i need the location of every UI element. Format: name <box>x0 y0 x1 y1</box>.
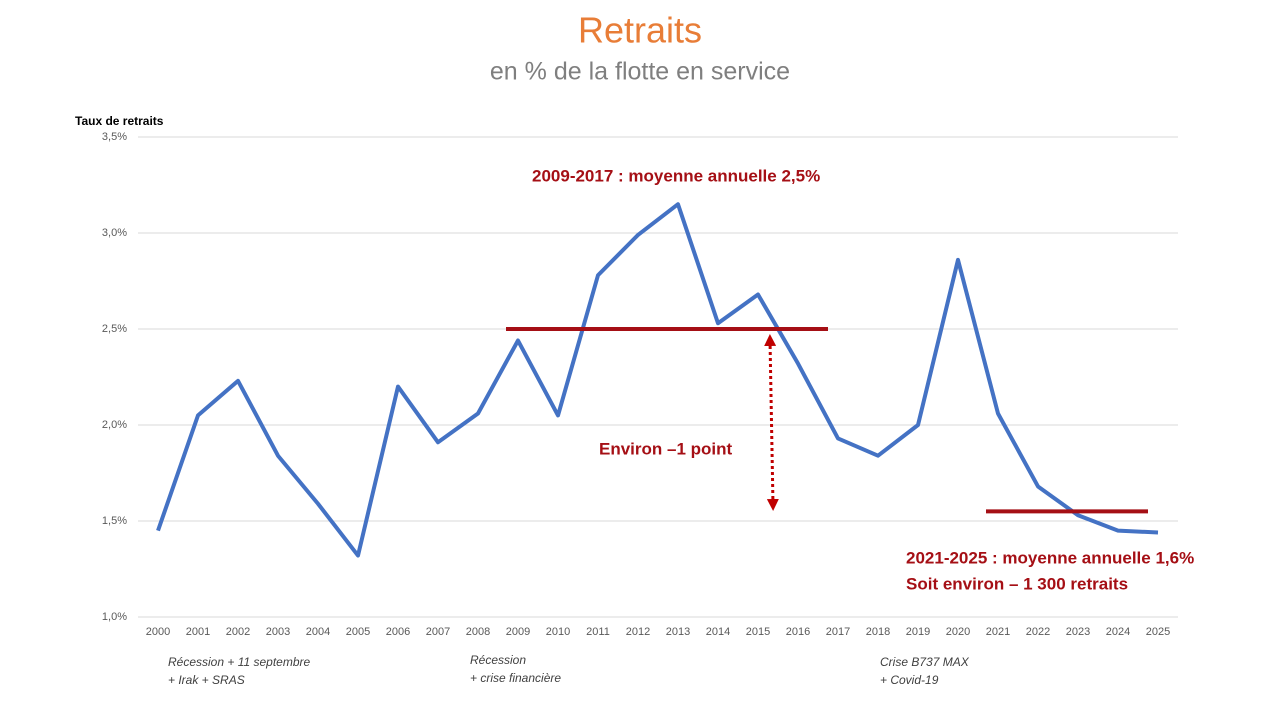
plot <box>156 202 1159 558</box>
x-tick-label: 2014 <box>706 626 730 638</box>
x-tick-label: 2019 <box>906 626 930 638</box>
x-tick-label: 2017 <box>826 626 850 638</box>
y-tick-label: 1,5% <box>102 515 127 527</box>
annotation: Soit environ – 1 300 retraits <box>906 574 1128 593</box>
x-tick-label: 2011 <box>586 626 610 638</box>
data-line <box>156 202 1159 558</box>
x-tick-label: 2010 <box>546 626 570 638</box>
x-tick-label: 2018 <box>866 626 890 638</box>
event-note: + Covid-19 <box>880 673 939 687</box>
difference-arrow <box>764 334 779 511</box>
x-tick-label: 2002 <box>226 626 250 638</box>
annotation: Environ –1 point <box>599 439 733 458</box>
x-tick-label: 2007 <box>426 626 450 638</box>
x-tick-label: 2020 <box>946 626 970 638</box>
chart-subtitle: en % de la flotte en service <box>490 58 790 86</box>
grid <box>138 136 1178 618</box>
chart-title: Retraits <box>578 10 702 51</box>
x-tick-label: 2000 <box>146 626 170 638</box>
y-axis-label: Taux de retraits <box>75 114 164 128</box>
y-tick-label: 2,0% <box>102 419 127 431</box>
annotation: 2009-2017 : moyenne annuelle 2,5% <box>532 166 820 185</box>
y-tick-label: 1,0% <box>102 611 127 623</box>
x-tick-label: 2022 <box>1026 626 1050 638</box>
event-note: Crise B737 MAX <box>880 655 970 669</box>
y-tick-label: 3,0% <box>102 227 127 239</box>
x-tick-label: 2025 <box>1146 626 1170 638</box>
x-tick-label: 2012 <box>626 626 650 638</box>
x-tick-label: 2013 <box>666 626 690 638</box>
x-tick-label: 2015 <box>746 626 770 638</box>
x-tick-label: 2024 <box>1106 626 1130 638</box>
y-tick-label: 2,5% <box>102 323 127 335</box>
x-tick-label: 2003 <box>266 626 290 638</box>
x-tick-label: 2009 <box>506 626 530 638</box>
x-tick-label: 2023 <box>1066 626 1090 638</box>
x-tick-label: 2008 <box>466 626 490 638</box>
x-tick-label: 2006 <box>386 626 410 638</box>
x-tick-label: 2021 <box>986 626 1010 638</box>
x-tick-label: 2016 <box>786 626 810 638</box>
x-tick-label: 2001 <box>186 626 210 638</box>
event-note: Récession <box>470 653 526 667</box>
event-note: + Irak + SRAS <box>168 673 245 687</box>
x-tick-label: 2005 <box>346 626 370 638</box>
annotation: 2021-2025 : moyenne annuelle 1,6% <box>906 548 1194 567</box>
event-note: + crise financière <box>470 671 561 685</box>
x-tick-label: 2004 <box>306 626 330 638</box>
event-note: Récession + 11 septembre <box>168 655 311 669</box>
y-tick-label: 3,5% <box>102 131 127 143</box>
